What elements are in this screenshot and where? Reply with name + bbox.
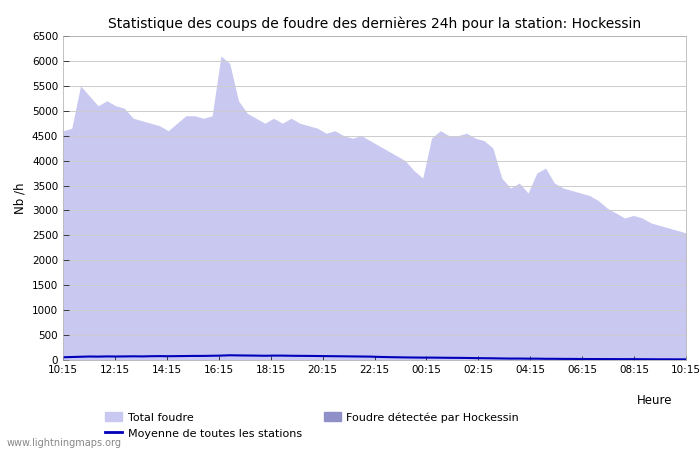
Text: www.lightningmaps.org: www.lightningmaps.org (7, 438, 122, 448)
Title: Statistique des coups de foudre des dernières 24h pour la station: Hockessin: Statistique des coups de foudre des dern… (108, 16, 641, 31)
Legend: Total foudre, Moyenne de toutes les stations, Foudre détectée par Hockessin: Total foudre, Moyenne de toutes les stat… (101, 408, 524, 443)
Text: Heure: Heure (636, 394, 672, 407)
Y-axis label: Nb /h: Nb /h (13, 182, 27, 214)
